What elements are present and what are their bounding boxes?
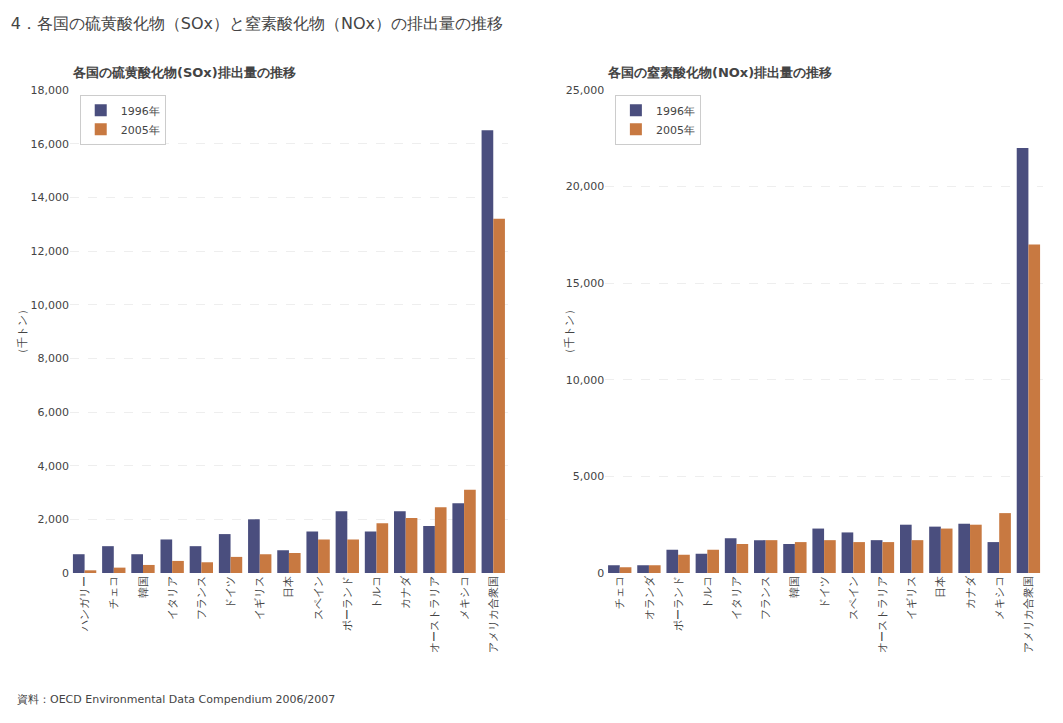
svg-text:カナダ: カナダ xyxy=(399,575,412,609)
svg-text:15,000: 15,000 xyxy=(566,277,605,290)
svg-text:6,000: 6,000 xyxy=(38,406,70,419)
svg-text:イギリス: イギリス xyxy=(905,576,918,620)
svg-text:アメリカ合衆国: アメリカ合衆国 xyxy=(487,576,500,653)
svg-text:イギリス: イギリス xyxy=(253,576,266,620)
svg-text:アメリカ合衆国: アメリカ合衆国 xyxy=(1022,576,1035,653)
svg-text:メキシコ: メキシコ xyxy=(458,576,471,620)
svg-text:ドイツ: ドイツ xyxy=(818,576,831,609)
svg-text:12,000: 12,000 xyxy=(31,245,70,258)
svg-text:8,000: 8,000 xyxy=(38,352,70,365)
svg-text:ポーランド: ポーランド xyxy=(672,576,685,631)
svg-text:スペイン: スペイン xyxy=(847,576,860,620)
svg-text:各国の硫黄酸化物(SOx)排出量の推移: 各国の硫黄酸化物(SOx)排出量の推移 xyxy=(72,65,296,80)
svg-text:1996年: 1996年 xyxy=(121,105,160,118)
svg-text:日本: 日本 xyxy=(283,576,296,598)
svg-text:10,000: 10,000 xyxy=(31,299,70,312)
svg-text:オランダ: オランダ xyxy=(643,575,656,620)
svg-text:ハンガリー: ハンガリー xyxy=(78,576,91,632)
svg-text:2005年: 2005年 xyxy=(656,124,695,137)
svg-text:トルコ: トルコ xyxy=(370,576,383,609)
svg-text:2005年: 2005年 xyxy=(121,124,160,137)
svg-text:10,000: 10,000 xyxy=(566,374,605,387)
svg-text:2,000: 2,000 xyxy=(38,513,70,526)
svg-text:14,000: 14,000 xyxy=(31,191,70,204)
svg-text:フランス: フランス xyxy=(195,576,208,620)
svg-text:オーストラリア: オーストラリア xyxy=(428,576,441,653)
svg-text:ポーランド: ポーランド xyxy=(341,576,354,631)
svg-text:1996年: 1996年 xyxy=(656,105,695,118)
svg-text:韓国: 韓国 xyxy=(137,576,150,598)
svg-text:カナダ: カナダ xyxy=(964,575,977,609)
svg-text:（千トン）: （千トン） xyxy=(563,304,576,359)
svg-text:16,000: 16,000 xyxy=(31,138,70,151)
svg-text:フランス: フランス xyxy=(759,576,772,620)
svg-text:資料：OECD Environmental Data Com: 資料：OECD Environmental Data Compendium 20… xyxy=(17,693,335,706)
svg-text:メキシコ: メキシコ xyxy=(993,576,1006,620)
svg-text:チェコ: チェコ xyxy=(107,576,120,609)
svg-text:4．各国の硫黄酸化物（SOx）と窒素酸化物（NOx）の排出量: 4．各国の硫黄酸化物（SOx）と窒素酸化物（NOx）の排出量の推移 xyxy=(11,14,503,33)
svg-text:5,000: 5,000 xyxy=(573,470,605,483)
svg-text:ドイツ: ドイツ xyxy=(224,576,237,609)
svg-text:韓国: 韓国 xyxy=(788,576,801,598)
svg-text:イタリア: イタリア xyxy=(730,576,743,620)
svg-text:0: 0 xyxy=(597,567,604,580)
svg-text:日本: 日本 xyxy=(934,576,947,598)
svg-text:（千トン）: （千トン） xyxy=(16,304,29,359)
svg-text:4,000: 4,000 xyxy=(38,460,70,473)
svg-text:オーストラリア: オーストラリア xyxy=(876,576,889,653)
svg-text:チェコ: チェコ xyxy=(613,576,626,609)
svg-text:25,000: 25,000 xyxy=(566,84,605,97)
svg-text:スペイン: スペイン xyxy=(312,576,325,620)
svg-text:トルコ: トルコ xyxy=(701,576,714,609)
svg-text:18,000: 18,000 xyxy=(31,84,70,97)
svg-text:各国の窒素酸化物(NOx)排出量の推移: 各国の窒素酸化物(NOx)排出量の推移 xyxy=(607,65,832,80)
svg-text:20,000: 20,000 xyxy=(566,180,605,193)
svg-text:0: 0 xyxy=(62,567,69,580)
svg-text:イタリア: イタリア xyxy=(166,576,179,620)
